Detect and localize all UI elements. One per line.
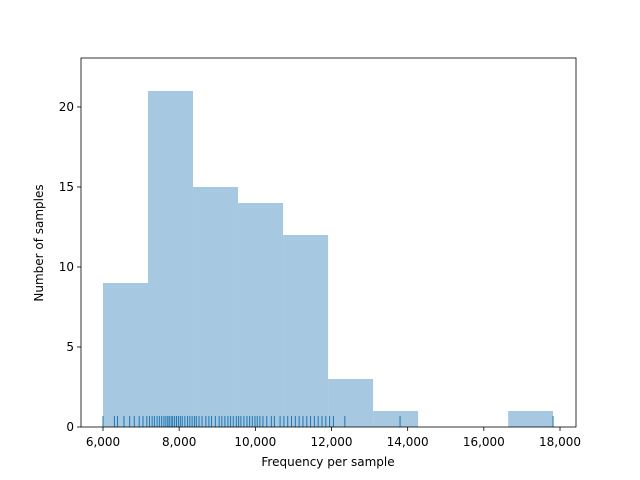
bar — [283, 234, 329, 427]
x-tick-label: 10,000 — [234, 435, 276, 449]
y-tick-label: 20 — [59, 100, 74, 114]
bar — [373, 410, 419, 427]
bar — [508, 410, 554, 427]
plot-frame — [80, 57, 577, 428]
y-tick-label: 10 — [59, 260, 74, 274]
bar — [148, 90, 194, 428]
y-tick-label: 0 — [66, 420, 74, 434]
bar — [238, 202, 284, 427]
x-tick-label: 14,000 — [387, 435, 429, 449]
x-tick-label: 12,000 — [311, 435, 353, 449]
y-axis-label: Number of samples — [32, 184, 46, 301]
x-tick-label: 16,000 — [463, 435, 505, 449]
x-tick-label: 18,000 — [539, 435, 581, 449]
y-tick-label: 15 — [59, 180, 74, 194]
bar — [193, 186, 239, 427]
y-tick-label: 5 — [66, 340, 74, 354]
x-tick-label: 6,000 — [86, 435, 120, 449]
bar — [103, 282, 149, 427]
x-tick-label: 8,000 — [162, 435, 196, 449]
bar — [328, 378, 374, 427]
x-axis-label: Frequency per sample — [261, 455, 394, 469]
